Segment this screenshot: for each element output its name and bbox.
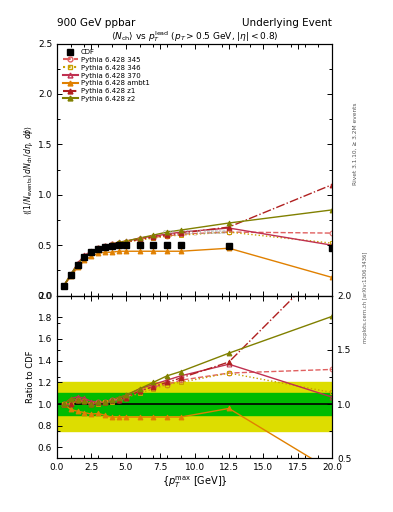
Bar [57, 393, 332, 415]
X-axis label: $\{p_T^{\rm max}$ [GeV]$\}$: $\{p_T^{\rm max}$ [GeV]$\}$ [162, 475, 228, 490]
Text: Underlying Event: Underlying Event [242, 18, 332, 28]
Y-axis label: Ratio to CDF: Ratio to CDF [26, 351, 35, 403]
Text: 900 GeV ppbar: 900 GeV ppbar [57, 18, 135, 28]
Text: mcplots.cern.ch [arXiv:1306.3436]: mcplots.cern.ch [arXiv:1306.3436] [363, 251, 368, 343]
Text: Rivet 3.1.10, ≥ 3.2M events: Rivet 3.1.10, ≥ 3.2M events [353, 102, 358, 185]
Y-axis label: $\langle(1/N_{\rm events})\,dN_{\rm ch}/d\eta,\,d\phi\rangle$: $\langle(1/N_{\rm events})\,dN_{\rm ch}/… [22, 124, 35, 215]
Title: $\langle N_{\rm ch}\rangle$ vs $p_T^{\rm lead}$ ($p_T > 0.5$ GeV, $|\eta| < 0.8$: $\langle N_{\rm ch}\rangle$ vs $p_T^{\rm… [111, 29, 278, 44]
Text: CDF_2015_I1388868: CDF_2015_I1388868 [163, 230, 226, 236]
Bar [57, 382, 332, 431]
Legend: CDF, Pythia 6.428 345, Pythia 6.428 346, Pythia 6.428 370, Pythia 6.428 ambt1, P: CDF, Pythia 6.428 345, Pythia 6.428 346,… [61, 47, 152, 104]
